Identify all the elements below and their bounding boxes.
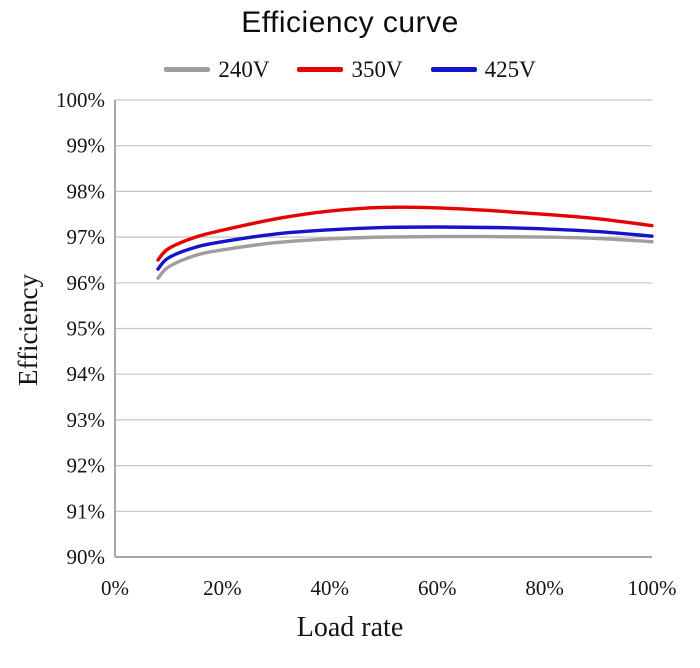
svg-text:100%: 100%	[56, 88, 105, 112]
chart-legend: 240V 350V 425V	[0, 58, 700, 81]
svg-text:95%: 95%	[67, 317, 106, 341]
svg-text:96%: 96%	[67, 271, 106, 295]
legend-item-425v: 425V	[430, 57, 536, 82]
series-line-425v	[156, 225, 654, 271]
legend-label-425v: 425V	[484, 57, 536, 82]
svg-text:20%: 20%	[203, 576, 242, 600]
svg-text:98%: 98%	[67, 179, 106, 203]
svg-text:0%: 0%	[101, 576, 129, 600]
svg-text:91%: 91%	[67, 499, 106, 523]
legend-swatch-240v	[164, 67, 211, 72]
legend-label-350v: 350V	[351, 57, 403, 82]
legend-item-350v: 350V	[297, 57, 403, 82]
legend-swatch-350v	[297, 67, 344, 72]
series-line-240v	[156, 234, 654, 280]
x-axis-title: Load rate	[296, 612, 404, 643]
svg-text:40%: 40%	[311, 576, 350, 600]
svg-text:93%: 93%	[67, 408, 106, 432]
legend-item-240v: 240V	[164, 58, 269, 81]
svg-text:92%: 92%	[67, 454, 106, 478]
series-line-350v	[156, 205, 654, 262]
plot-area: 90% 91% 92% 93% 94% 95% 96% 97% 98% 99% 100% 0% 20% 4…	[56, 88, 677, 600]
svg-text:99%: 99%	[67, 134, 106, 158]
svg-text:100%: 100%	[628, 576, 677, 600]
svg-text:80%: 80%	[525, 576, 564, 600]
svg-text:97%: 97%	[67, 225, 106, 249]
svg-text:60%: 60%	[418, 576, 457, 600]
chart-title: Efficiency curve	[241, 6, 459, 39]
svg-text:94%: 94%	[67, 362, 106, 386]
legend-swatch-425v	[430, 67, 477, 72]
svg-text:90%: 90%	[67, 545, 106, 569]
legend-label-240v: 240V	[218, 57, 270, 82]
